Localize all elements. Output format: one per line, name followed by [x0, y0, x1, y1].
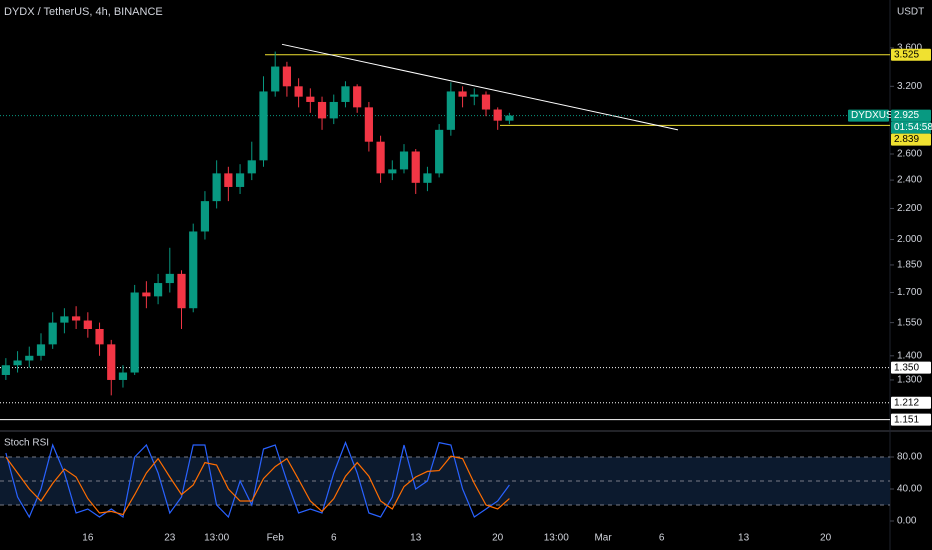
candle-body — [189, 231, 198, 309]
indicator-title: Stoch RSI — [4, 438, 49, 449]
symbol-label: DYDXUSDT — [851, 110, 906, 121]
candle-body — [177, 273, 186, 309]
candle-body — [95, 328, 104, 345]
stoch-line — [5, 455, 510, 516]
candle-body — [353, 86, 362, 108]
price-line-label: 1.151 — [894, 414, 919, 425]
candle-body — [130, 292, 139, 373]
candle-body — [505, 115, 514, 121]
y-tick-label: 1.300 — [897, 375, 922, 386]
candle-body — [36, 344, 46, 356]
candle-body — [118, 372, 128, 380]
price-line-label-box — [891, 413, 931, 426]
candle-body — [282, 66, 292, 87]
candle-body — [107, 344, 116, 380]
candle-body — [1, 365, 10, 375]
candle-body — [423, 173, 432, 183]
candle-body — [411, 151, 420, 183]
countdown-label-box — [891, 121, 931, 134]
y-tick-label: 80.00 — [897, 452, 922, 463]
last-price-label: 2.925 — [894, 110, 919, 121]
candle-body — [235, 173, 245, 187]
y-tick-label: 1.400 — [897, 350, 922, 361]
symbol-label-box — [848, 109, 889, 122]
x-tick-label: 20 — [492, 533, 504, 544]
x-tick-label: 13:00 — [544, 533, 569, 544]
candle-body — [317, 101, 327, 119]
candle-body — [364, 107, 373, 142]
candle-body — [142, 292, 151, 297]
candle-body — [435, 129, 444, 174]
candle-body — [200, 201, 210, 232]
candle-body — [60, 316, 69, 323]
countdown-label: 01:54:58 — [894, 122, 932, 133]
price-line-label: 3.525 — [894, 49, 919, 60]
price-line-label: 2.839 — [894, 134, 919, 145]
y-tick-label: 2.200 — [897, 203, 922, 214]
candle-body — [470, 94, 479, 97]
candle-body — [341, 86, 350, 102]
candle-body — [48, 322, 57, 345]
y-tick-label: 0.00 — [897, 516, 917, 527]
candle-body — [399, 151, 409, 170]
candle-body — [446, 91, 455, 130]
y-tick-label: 3.200 — [897, 81, 922, 92]
candle-body — [306, 96, 315, 102]
y-tick-label: 1.700 — [897, 287, 922, 298]
chart-title: DYDX / TetherUS, 4h, BINANCE — [4, 6, 163, 18]
x-tick-label: 20 — [820, 533, 832, 544]
candle-body — [271, 66, 280, 92]
stoch-line — [5, 440, 510, 519]
candle-body — [294, 86, 303, 97]
candle-body — [83, 320, 92, 329]
x-tick-label: 23 — [164, 533, 176, 544]
y-tick-label: 40.00 — [897, 484, 922, 495]
candle-body — [458, 91, 467, 97]
y-tick-label: 3.600 — [897, 43, 922, 54]
y-tick-label: 2.000 — [897, 234, 922, 245]
candle-body — [376, 141, 385, 174]
candle-body — [72, 316, 81, 321]
x-tick-label: 6 — [331, 533, 337, 544]
candle-body — [259, 91, 268, 161]
price-line-label-box — [891, 133, 931, 146]
price-line-label: 1.350 — [894, 362, 919, 373]
x-tick-label: 6 — [659, 533, 665, 544]
price-line-label-box — [891, 361, 931, 374]
y-tick-label: 2.400 — [897, 175, 922, 186]
y-tick-label: 1.850 — [897, 260, 922, 271]
price-line-label: 1.212 — [894, 397, 919, 408]
currency-label: USDT — [897, 7, 924, 18]
stoch-band — [0, 457, 890, 505]
candle-body — [247, 160, 256, 174]
x-tick-label: 13 — [738, 533, 750, 544]
candle-body — [13, 360, 22, 366]
candle-body — [25, 355, 34, 361]
x-tick-label: 13:00 — [204, 533, 229, 544]
last-price-label-box — [891, 109, 931, 122]
candle-body — [481, 94, 491, 110]
y-tick-label: 2.600 — [897, 149, 922, 160]
candle-body — [224, 173, 233, 187]
x-tick-label: Feb — [267, 533, 285, 544]
price-line-label-box — [891, 396, 931, 409]
price-line-label-box — [891, 48, 931, 61]
y-tick-label: 1.550 — [897, 317, 922, 328]
candle-body — [493, 109, 502, 121]
candle-body — [165, 273, 174, 284]
x-tick-label: 16 — [82, 533, 94, 544]
candle-body — [388, 169, 397, 174]
x-tick-label: Mar — [594, 533, 612, 544]
candle-body — [212, 173, 221, 202]
x-tick-label: 13 — [410, 533, 422, 544]
candle-body — [153, 283, 163, 297]
candle-body — [329, 101, 338, 119]
